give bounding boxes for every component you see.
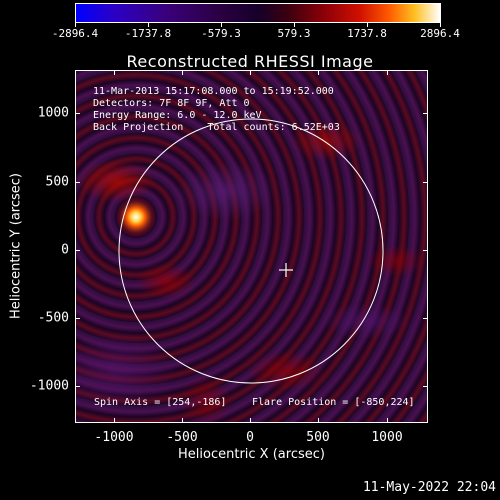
info-method-counts: Back Projection Total counts: 6.52E+03 [93, 122, 340, 133]
x-tick [182, 418, 183, 423]
x-tick [250, 418, 251, 423]
image-overlay [118, 118, 384, 384]
colorbar-tick [367, 23, 368, 27]
y-tick-label: 1000 [37, 105, 69, 121]
x-tick-label: -1000 [94, 430, 134, 445]
y-tick [75, 386, 80, 387]
y-tick [423, 318, 428, 319]
y-tick [75, 318, 80, 319]
solar-limb-circle [118, 118, 384, 384]
y-tick [423, 386, 428, 387]
colorbar-label: -579.3 [201, 27, 241, 40]
x-tick [114, 70, 115, 75]
colorbar-tick [75, 23, 76, 27]
colorbar-tick [440, 23, 441, 27]
y-tick-label: 500 [45, 174, 69, 190]
colorbar [75, 3, 441, 23]
y-tick [423, 182, 428, 183]
x-tick [318, 418, 319, 423]
y-tick [75, 250, 80, 251]
info-energy-range: Energy Range: 6.0 - 12.0 keV [93, 110, 262, 121]
colorbar-label: -2896.4 [51, 27, 99, 40]
x-tick [182, 70, 183, 75]
observation-info: 11-Mar-2013 15:17:08.000 to 15:19:52.000… [93, 86, 340, 134]
y-tick-label: -500 [37, 310, 69, 326]
spin-axis-label: Spin Axis = [254,-186] [94, 397, 227, 408]
x-tick-label: 0 [246, 430, 254, 445]
x-tick-label: 1000 [371, 430, 403, 445]
x-axis-title: Heliocentric X (arcsec) [178, 447, 325, 462]
x-tick [114, 418, 115, 423]
x-tick [387, 418, 388, 423]
colorbar-tick [294, 23, 295, 27]
flare-position-label: Flare Position = [-850,224] [252, 397, 415, 408]
y-tick-label: 0 [61, 242, 69, 258]
x-tick-label: 500 [306, 430, 330, 445]
y-tick-label: -1000 [29, 378, 69, 394]
y-axis-title: Heliocentric Y (arcsec) [8, 173, 24, 319]
colorbar-label: -1737.8 [124, 27, 172, 40]
x-tick [318, 70, 319, 75]
y-tick [423, 113, 428, 114]
colorbar-label: 579.3 [277, 27, 311, 40]
x-tick [387, 70, 388, 75]
colorbar-label: 1737.8 [347, 27, 387, 40]
info-time-range: 11-Mar-2013 15:17:08.000 to 15:19:52.000 [93, 86, 334, 97]
y-tick [75, 113, 80, 114]
y-tick [423, 250, 428, 251]
image-title: Reconstructed RHESSI Image [126, 52, 374, 71]
timestamp: 11-May-2022 22:04 [362, 480, 496, 495]
colorbar-tick [221, 23, 222, 27]
x-tick-label: -500 [166, 430, 198, 445]
y-tick [75, 182, 80, 183]
x-tick [250, 70, 251, 75]
rhessi-image [75, 70, 428, 423]
info-detectors: Detectors: 7F 8F 9F, Att 0 [93, 98, 250, 109]
colorbar-label: 2896.4 [420, 27, 460, 40]
colorbar-tick [148, 23, 149, 27]
